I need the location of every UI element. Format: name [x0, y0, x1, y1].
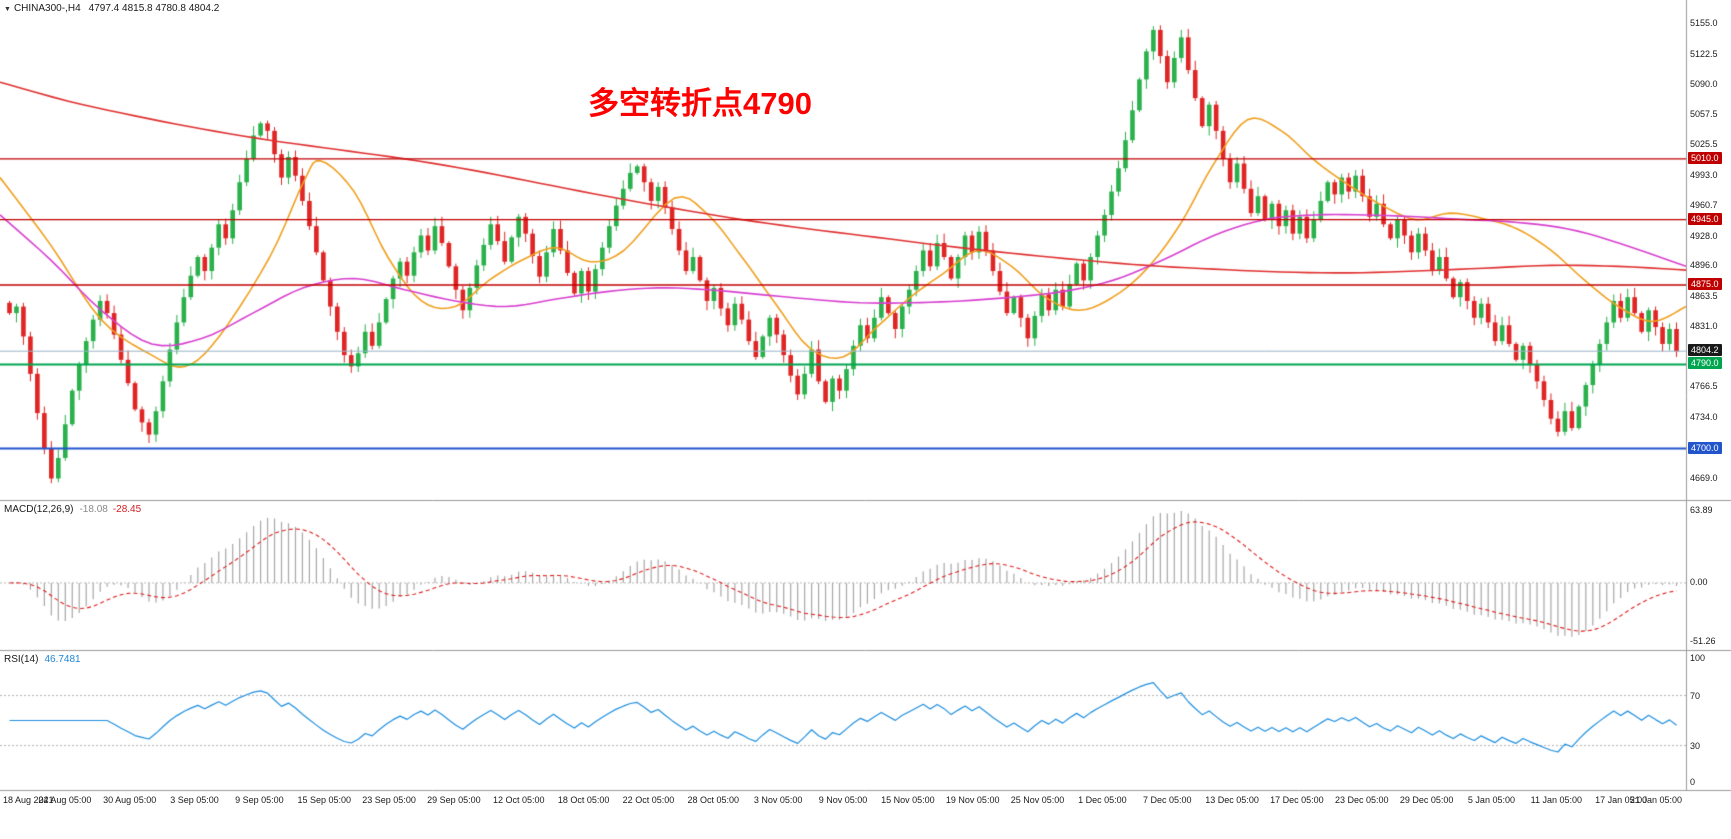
price-tick-label: 4993.0	[1690, 169, 1718, 180]
time-tick-label: 7 Dec 05:00	[1142, 795, 1192, 805]
time-tick-label: 30 Aug 05:00	[103, 795, 157, 805]
time-tick-label: 25 Nov 05:00	[1010, 795, 1065, 805]
time-tick-label: 23 Sep 05:00	[362, 795, 416, 805]
macd-signal-value: -28.45	[112, 504, 142, 515]
time-tick-label: 15 Sep 05:00	[297, 795, 351, 805]
macd-axis-label: -51.26	[1690, 636, 1716, 646]
price-tick-label: 5090.0	[1690, 79, 1718, 90]
price-badge: 4804.2	[1688, 344, 1722, 357]
time-tick-label: 9 Nov 05:00	[818, 795, 868, 805]
price-tick-label: 4831.0	[1690, 321, 1718, 332]
macd-axis-label: 63.89	[1690, 505, 1713, 515]
time-tick-label: 19 Nov 05:00	[945, 795, 1000, 805]
time-tick-label: 28 Oct 05:00	[687, 795, 740, 805]
price-tick-label: 4896.0	[1690, 260, 1718, 271]
rsi-axis-label: 0	[1690, 777, 1696, 787]
time-tick-label: 3 Sep 05:00	[170, 795, 219, 805]
time-tick-label: 18 Aug 2021	[3, 795, 54, 805]
macd-indicator-label: MACD(12,26,9) -18.08 -28.45	[4, 504, 141, 515]
time-tick-label: 12 Oct 05:00	[492, 795, 545, 805]
rsi-axis-label: 70	[1690, 690, 1701, 701]
price-tick-label: 4669.0	[1690, 472, 1718, 483]
time-tick-label: 29 Dec 05:00	[1399, 795, 1454, 805]
price-badge: 4945.0	[1688, 212, 1722, 225]
macd-axis-label: 0.00	[1690, 576, 1708, 587]
rsi-indicator-label: RSI(14) 46.7481	[4, 654, 81, 665]
price-badge: 4875.0	[1688, 278, 1722, 291]
time-tick-label: 15 Nov 05:00	[881, 795, 935, 805]
price-badge: 4700.0	[1688, 441, 1722, 454]
time-tick-label: 9 Sep 05:00	[235, 795, 284, 805]
rsi-axis-label: 100	[1690, 653, 1706, 663]
rsi-axis-label: 30	[1690, 740, 1701, 751]
rsi-name: RSI(14)	[4, 654, 39, 665]
price-badge: 5010.0	[1688, 151, 1722, 164]
macd-name: MACD(12,26,9)	[4, 504, 74, 515]
time-tick-label: 3 Nov 05:00	[753, 795, 803, 805]
time-tick-label: 18 Oct 05:00	[557, 795, 610, 805]
time-tick-label: 11 Jan 05:00	[1530, 795, 1582, 805]
price-tick-label: 4960.7	[1690, 199, 1718, 210]
price-tick-label: 5057.5	[1690, 109, 1718, 120]
price-tick-label: 4928.0	[1690, 230, 1718, 241]
price-tick-label: 5122.5	[1690, 48, 1718, 59]
time-tick-label: 22 Oct 05:00	[622, 795, 675, 805]
macd-main-value: -18.08	[79, 504, 108, 515]
time-tick-label: 24 Aug 05:00	[38, 795, 92, 805]
price-tick-label: 4734.0	[1690, 411, 1718, 422]
price-axis[interactable]: 5155.0 5122.5 5090.0 5057.5 5025.5 4993.0 4960…	[1687, 0, 1731, 790]
time-tick-label: 29 Sep 05:00	[427, 795, 481, 805]
time-tick-label: 5 Jan 05:00	[1467, 795, 1515, 805]
time-tick-label: 13 Dec 05:00	[1205, 795, 1259, 805]
time-axis[interactable]: 18 Aug 2021 24 Aug 05:00 30 Aug 05:00 3 Sep…	[0, 791, 1731, 815]
price-tick-label: 4863.5	[1690, 290, 1718, 301]
time-tick-label: 17 Jan 05:00	[1595, 795, 1648, 805]
time-tick-label: 21 Jan 05:00	[1629, 795, 1683, 805]
rsi-value: 46.7481	[44, 654, 81, 665]
price-tick-label: 5155.0	[1690, 18, 1718, 29]
price-badge: 4790.0	[1688, 357, 1722, 370]
time-tick-label: 17 Dec 05:00	[1270, 795, 1324, 805]
time-tick-label: 23 Dec 05:00	[1334, 795, 1389, 805]
price-tick-label: 5025.5	[1690, 139, 1718, 150]
price-tick-label: 4766.5	[1690, 381, 1718, 392]
time-tick-label: 1 Dec 05:00	[1078, 795, 1127, 805]
